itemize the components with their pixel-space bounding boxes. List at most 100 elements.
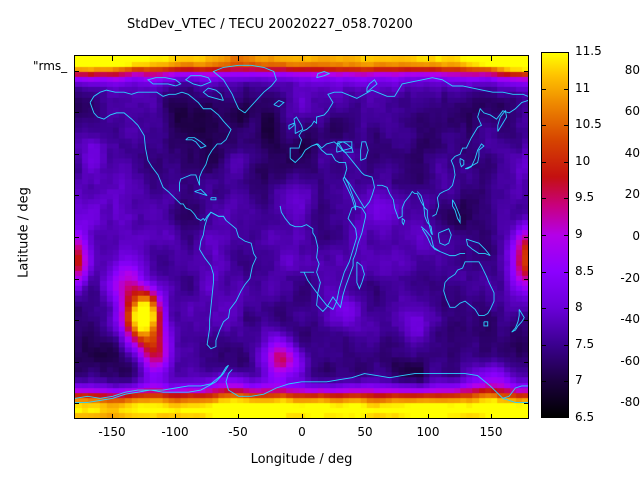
y-axis-label: Latitude / deg xyxy=(16,187,32,278)
coastline-path xyxy=(75,365,229,402)
y-tick-mark xyxy=(524,320,529,321)
y-tick-mark xyxy=(74,71,79,72)
coastline-path xyxy=(422,229,440,252)
colorbar-tick-mark xyxy=(541,272,546,273)
coastline-path xyxy=(444,262,494,316)
y-tick-mark xyxy=(74,154,79,155)
y-tick-mark xyxy=(524,195,529,196)
colorbar-tick-label: 8.5 xyxy=(575,264,595,278)
colorbar-tick-mark xyxy=(564,308,569,309)
coastline-path xyxy=(367,80,377,92)
y-tick-mark xyxy=(524,279,529,280)
coastline-path xyxy=(466,239,490,256)
colorbar-tick-mark xyxy=(564,162,569,163)
colorbar-tick-mark xyxy=(541,198,546,199)
y-tick-mark xyxy=(524,403,529,404)
x-tick-mark xyxy=(112,414,113,419)
colorbar-tick-mark xyxy=(541,89,546,90)
coastline-path xyxy=(317,72,330,78)
coastline-path xyxy=(280,206,366,311)
x-tick-label: 150 xyxy=(479,425,503,439)
colorbar-tick-mark xyxy=(564,345,569,346)
colorbar-tick-label: 6.5 xyxy=(575,410,595,424)
coastline-path xyxy=(453,200,461,223)
colorbar-tick-label: 10.5 xyxy=(575,117,602,131)
y-tick-label: 0 xyxy=(632,229,640,243)
coastline-path xyxy=(294,117,303,134)
colorbar-tick-mark xyxy=(564,198,569,199)
x-tick-mark xyxy=(238,414,239,419)
coastline-path xyxy=(186,138,206,148)
coastline-path xyxy=(90,90,231,185)
y-tick-mark xyxy=(74,112,79,113)
coastline-overlay xyxy=(75,56,528,418)
y-tick-label: -40 xyxy=(620,312,640,326)
coastline-path xyxy=(498,111,507,132)
colorbar-tick-mark xyxy=(541,345,546,346)
colorbar-tick-label: 7 xyxy=(575,373,583,387)
coastline-path xyxy=(439,229,452,246)
coastline-path xyxy=(302,374,529,403)
colorbar-tick-label: 9 xyxy=(575,227,583,241)
x-axis-label: Longitude / deg xyxy=(250,452,353,467)
coastline-path xyxy=(213,65,276,113)
coastline-path xyxy=(337,142,352,152)
y-tick-label: 20 xyxy=(624,187,640,201)
coastline-path xyxy=(200,212,257,349)
x-tick-label: 50 xyxy=(357,425,373,439)
y-tick-mark xyxy=(74,362,79,363)
y-tick-mark xyxy=(74,403,79,404)
coastline-path xyxy=(512,309,525,332)
colorbar-tick-mark xyxy=(541,162,546,163)
y-tick-mark xyxy=(524,154,529,155)
x-tick-label: 100 xyxy=(416,425,440,439)
x-tick-mark xyxy=(175,56,176,61)
rms-artifact-text: "rms_ xyxy=(33,59,68,73)
x-tick-mark xyxy=(428,414,429,419)
colorbar-tick-mark xyxy=(541,125,546,126)
y-tick-mark xyxy=(74,279,79,280)
y-tick-label: 80 xyxy=(624,63,640,77)
coastline-path xyxy=(484,322,488,326)
colorbar-tick-label: 7.5 xyxy=(575,337,595,351)
coastline-path xyxy=(179,175,199,192)
coastline-path xyxy=(226,369,302,396)
coastline-path xyxy=(290,78,528,159)
x-tick-mark xyxy=(112,56,113,61)
coastline-path xyxy=(148,78,181,86)
y-tick-mark xyxy=(524,362,529,363)
x-tick-label: 0 xyxy=(298,425,306,439)
coastline-path xyxy=(203,88,223,100)
x-tick-mark xyxy=(175,414,176,419)
coastline-path xyxy=(421,227,465,256)
y-tick-mark xyxy=(74,195,79,196)
coastline-path xyxy=(402,218,405,224)
coastline-path xyxy=(357,262,365,289)
page-title: StdDev_VTEC / TECU 20020227_058.70200 xyxy=(126,17,414,32)
y-tick-label: 40 xyxy=(624,146,640,160)
y-tick-mark xyxy=(524,237,529,238)
vtec-heatmap xyxy=(75,56,528,418)
y-tick-mark xyxy=(74,320,79,321)
y-tick-label: -80 xyxy=(620,395,640,409)
x-tick-mark xyxy=(302,56,303,61)
coastline-path xyxy=(343,177,356,210)
x-tick-label: -50 xyxy=(228,425,248,439)
colorbar-tick-mark xyxy=(541,308,546,309)
y-tick-mark xyxy=(524,112,529,113)
x-tick-mark xyxy=(302,414,303,419)
coastline-path xyxy=(361,142,369,161)
coastline-path xyxy=(432,100,528,216)
y-tick-mark xyxy=(74,237,79,238)
y-tick-label: 60 xyxy=(624,104,640,118)
coastline-path xyxy=(465,144,484,169)
colorbar-tick-label: 10 xyxy=(575,154,591,168)
colorbar-tick-mark xyxy=(564,235,569,236)
y-tick-label: -60 xyxy=(620,354,640,368)
colorbar-tick-label: 8 xyxy=(575,300,583,314)
colorbar-tick-label: 9.5 xyxy=(575,190,595,204)
x-tick-mark xyxy=(365,414,366,419)
coastline-path xyxy=(186,76,211,86)
coastline-path xyxy=(211,198,216,200)
